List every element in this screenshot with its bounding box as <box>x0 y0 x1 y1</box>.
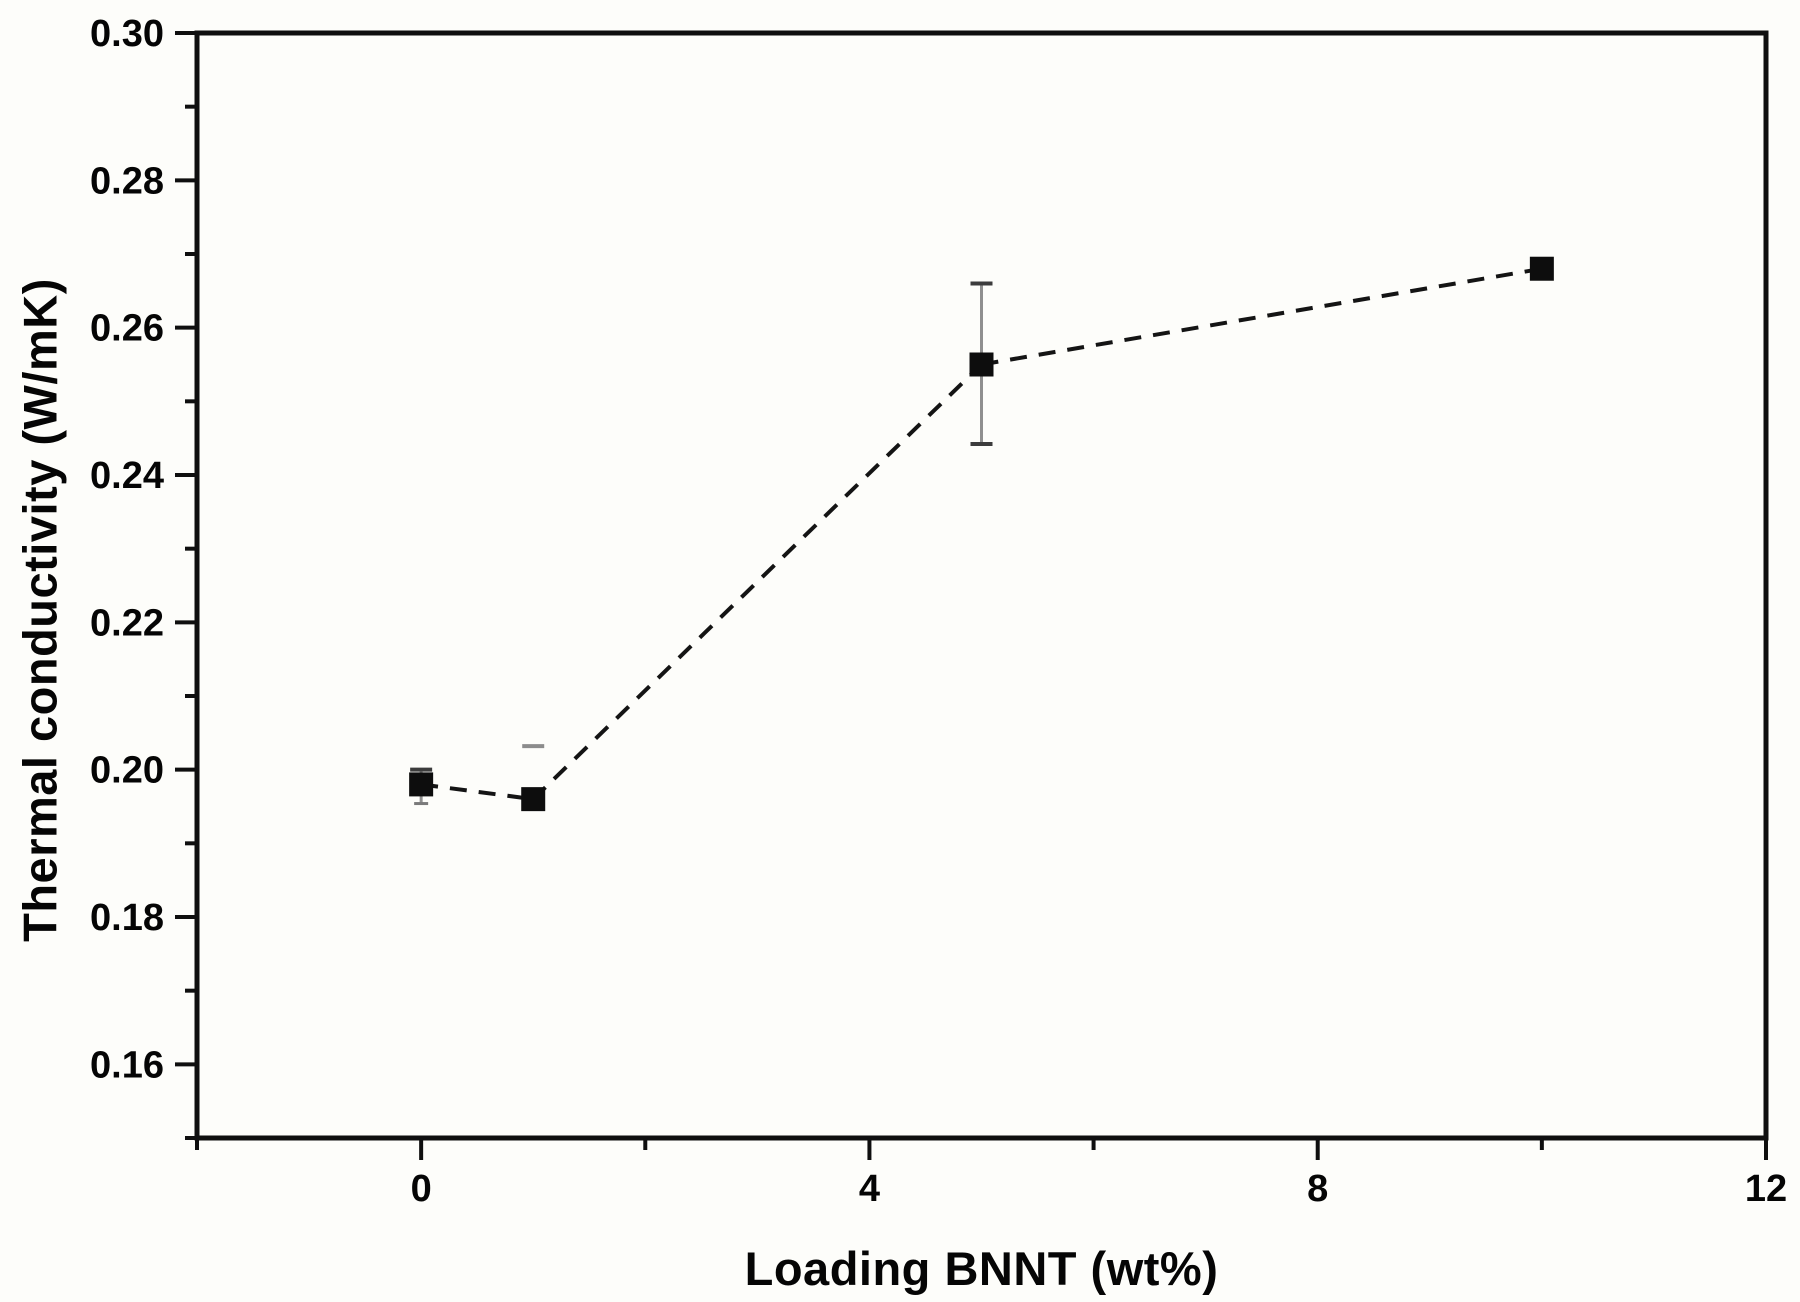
x-tick-label: 0 <box>411 1168 432 1210</box>
x-tick-label: 8 <box>1307 1168 1328 1210</box>
y-axis-title: Thermal conductivity (W/mK) <box>13 278 67 942</box>
data-series-line <box>981 266 1543 367</box>
data-point-marker <box>969 352 994 377</box>
y-tick-label: 0.22 <box>90 602 164 644</box>
y-tick-label: 0.16 <box>90 1044 164 1086</box>
x-tick-label: 4 <box>859 1168 880 1210</box>
plot-border <box>194 30 1769 1141</box>
data-series-line <box>420 782 534 802</box>
y-tick-label: 0.20 <box>90 750 164 792</box>
y-tick-label: 0.18 <box>90 897 164 939</box>
data-point-marker <box>521 787 546 812</box>
data-point-marker <box>409 772 434 797</box>
x-tick-label: 12 <box>1745 1168 1787 1210</box>
y-tick-label: 0.28 <box>90 160 164 202</box>
y-tick-label: 0.24 <box>90 455 164 497</box>
data-series-line <box>531 363 983 801</box>
data-point-marker <box>1529 256 1554 281</box>
y-tick-label: 0.26 <box>90 308 164 350</box>
x-axis-title: Loading BNNT (wt%) <box>744 1242 1219 1295</box>
y-tick-label: 0.30 <box>90 13 164 55</box>
